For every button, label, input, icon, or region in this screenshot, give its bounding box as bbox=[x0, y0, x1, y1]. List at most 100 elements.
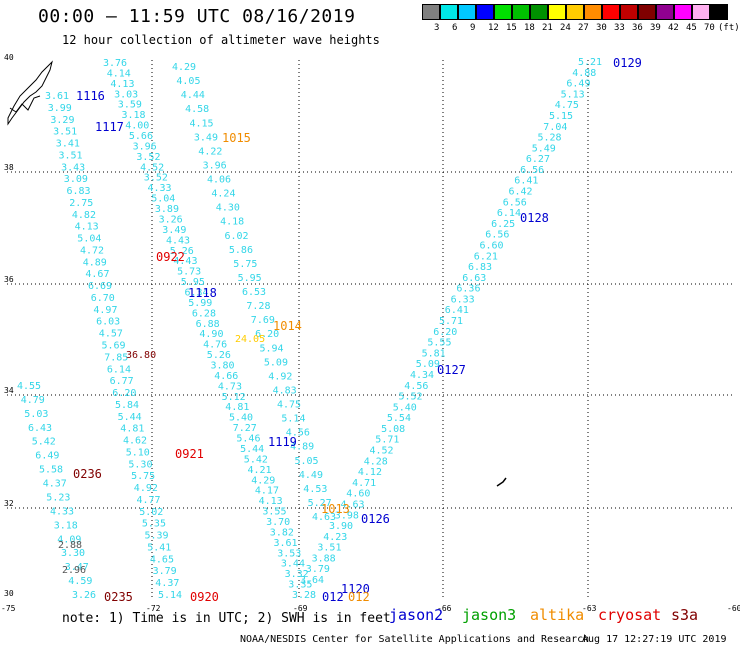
legend-label: 36 bbox=[632, 23, 643, 33]
wave-height-value: 4.57 bbox=[99, 329, 123, 340]
wave-height-value: 3.88 bbox=[312, 553, 336, 564]
pass-label: 1120 bbox=[341, 582, 370, 596]
legend-swatch bbox=[512, 4, 530, 20]
wave-height-value: 6.83 bbox=[468, 262, 492, 273]
wave-height-value: 3.49 bbox=[194, 132, 218, 143]
wave-height-value: 4.23 bbox=[323, 532, 347, 543]
wave-height-value: 4.92 bbox=[134, 483, 158, 494]
wave-height-value: 4.12 bbox=[358, 467, 382, 478]
wave-height-value: 4.60 bbox=[346, 489, 370, 500]
wave-height-value: 4.65 bbox=[150, 554, 174, 565]
wave-height-value: 3.99 bbox=[48, 103, 72, 114]
pass-label: 0236 bbox=[73, 467, 102, 481]
wave-height-value: 3.76 bbox=[103, 58, 127, 69]
pass-labels: 1116 1117 1015 0922 1118 1014 1119 0921 0236 1013… bbox=[73, 56, 642, 604]
wave-height-value: 4.43 bbox=[173, 256, 197, 267]
wave-height-value: 6.41 bbox=[445, 305, 469, 316]
wave-height-value: 3.51 bbox=[59, 150, 83, 161]
wave-height-value: 4.67 bbox=[85, 269, 109, 280]
wave-height-value: 6.56 bbox=[520, 165, 544, 176]
generated-timestamp: Aug 17 12:27:19 UTC 2019 bbox=[582, 634, 727, 645]
pass-label: 0920 bbox=[190, 590, 219, 604]
wave-height-value: 5.58 bbox=[39, 465, 63, 476]
legend-swatch bbox=[692, 4, 710, 20]
legend-label: 24 bbox=[560, 23, 571, 33]
wave-height-value: 6.20 bbox=[433, 327, 457, 338]
wave-height-value: 6.41 bbox=[514, 176, 538, 187]
wave-height-value: 4.24 bbox=[211, 189, 235, 200]
pass-label: 0922 bbox=[156, 250, 185, 264]
wave-height-value: 3.79 bbox=[306, 564, 330, 575]
wave-height-value: 4.49 bbox=[299, 470, 323, 481]
wave-height-value: 5.13 bbox=[561, 89, 585, 100]
wave-height-value: 6.27 bbox=[526, 154, 550, 165]
wave-height-value: 4.56 bbox=[404, 381, 428, 392]
lon-label: -69 bbox=[293, 604, 308, 613]
wave-height-value: 4.97 bbox=[93, 305, 117, 316]
wave-height-value: 5.26 bbox=[207, 350, 231, 361]
wave-height-value: 6.21 bbox=[474, 251, 498, 262]
satellite-jason2: jason2 bbox=[389, 606, 444, 624]
wave-height-value: 5.73 bbox=[177, 267, 201, 278]
wave-height-value: 4.22 bbox=[198, 146, 222, 157]
wave-height-value: 6.42 bbox=[509, 187, 533, 198]
wave-height-value: 5.04 bbox=[77, 234, 101, 245]
wave-height-value: 3.30 bbox=[61, 548, 85, 559]
lat-label: 32 bbox=[4, 499, 14, 508]
wave-height-value: 4.58 bbox=[185, 104, 209, 115]
wave-height-value: 5.15 bbox=[549, 111, 573, 122]
wave-height-value: 5.21 bbox=[578, 57, 602, 68]
wave-height-value: 5.55 bbox=[427, 338, 451, 349]
lat-label: 40 bbox=[4, 53, 14, 62]
wave-height-value: 4.59 bbox=[68, 576, 92, 587]
legend-unit: (ft) bbox=[718, 23, 740, 33]
wave-height-value: 5.04 bbox=[151, 194, 175, 205]
wave-height-value: 4.81 bbox=[120, 424, 144, 435]
wave-height-value: 5.99 bbox=[188, 298, 212, 309]
satellite-altika: altika bbox=[530, 606, 585, 624]
lat-lon-grid bbox=[7, 60, 733, 598]
wave-height-value: 4.13 bbox=[259, 496, 283, 507]
wave-height-value: 4.76 bbox=[203, 340, 227, 351]
wave-height-value: 3.18 bbox=[122, 110, 146, 121]
wave-height-value: 3.98 bbox=[335, 510, 359, 521]
pass-label: 1118 bbox=[188, 286, 217, 300]
wave-height-value: 7.27 bbox=[233, 423, 257, 434]
wave-height-value: 7.69 bbox=[251, 315, 275, 326]
legend-label: 30 bbox=[596, 23, 607, 33]
legend-swatch bbox=[530, 4, 548, 20]
legend-swatch bbox=[566, 4, 584, 20]
wave-height-value: 4.00 bbox=[125, 121, 149, 132]
wave-height-value: 4.53 bbox=[303, 484, 327, 495]
wave-height-value: 3.61 bbox=[45, 91, 69, 102]
wave-height-value: 4.05 bbox=[176, 76, 200, 87]
legend-label: 27 bbox=[578, 23, 589, 33]
wave-height-value: 4.28 bbox=[364, 456, 388, 467]
legend-label: 15 bbox=[506, 23, 517, 33]
wave-height-value: 2.96 bbox=[62, 565, 86, 576]
wave-height-value: 4.15 bbox=[190, 118, 214, 129]
wave-height-value: 36.80 bbox=[126, 350, 156, 361]
legend-label: 12 bbox=[488, 23, 499, 33]
legend-swatch bbox=[440, 4, 458, 20]
wave-height-value: 5.52 bbox=[399, 392, 423, 403]
legend-swatch bbox=[638, 4, 656, 20]
wave-height-value: 5.02 bbox=[139, 507, 163, 518]
wave-height-value: 4.21 bbox=[248, 465, 272, 476]
wave-height-value: 5.66 bbox=[129, 131, 153, 142]
legend-swatch bbox=[710, 4, 728, 20]
wave-height-value: 6.02 bbox=[225, 231, 249, 242]
legend-label: 33 bbox=[614, 23, 625, 33]
wave-height-value: 4.77 bbox=[137, 495, 161, 506]
legend-label: 42 bbox=[668, 23, 679, 33]
wave-height-value: 3.03 bbox=[114, 89, 138, 100]
wave-height-value: 5.42 bbox=[32, 437, 56, 448]
wave-height-value: 6.56 bbox=[485, 230, 509, 241]
wave-height-value: 3.51 bbox=[317, 543, 341, 554]
legend-label: 39 bbox=[650, 23, 661, 33]
wave-height-value: 6.69 bbox=[88, 281, 112, 292]
wave-height-value: 4.88 bbox=[572, 68, 596, 79]
wave-height-value: 5.35 bbox=[142, 519, 166, 530]
wave-height-value: 5.05 bbox=[295, 456, 319, 467]
